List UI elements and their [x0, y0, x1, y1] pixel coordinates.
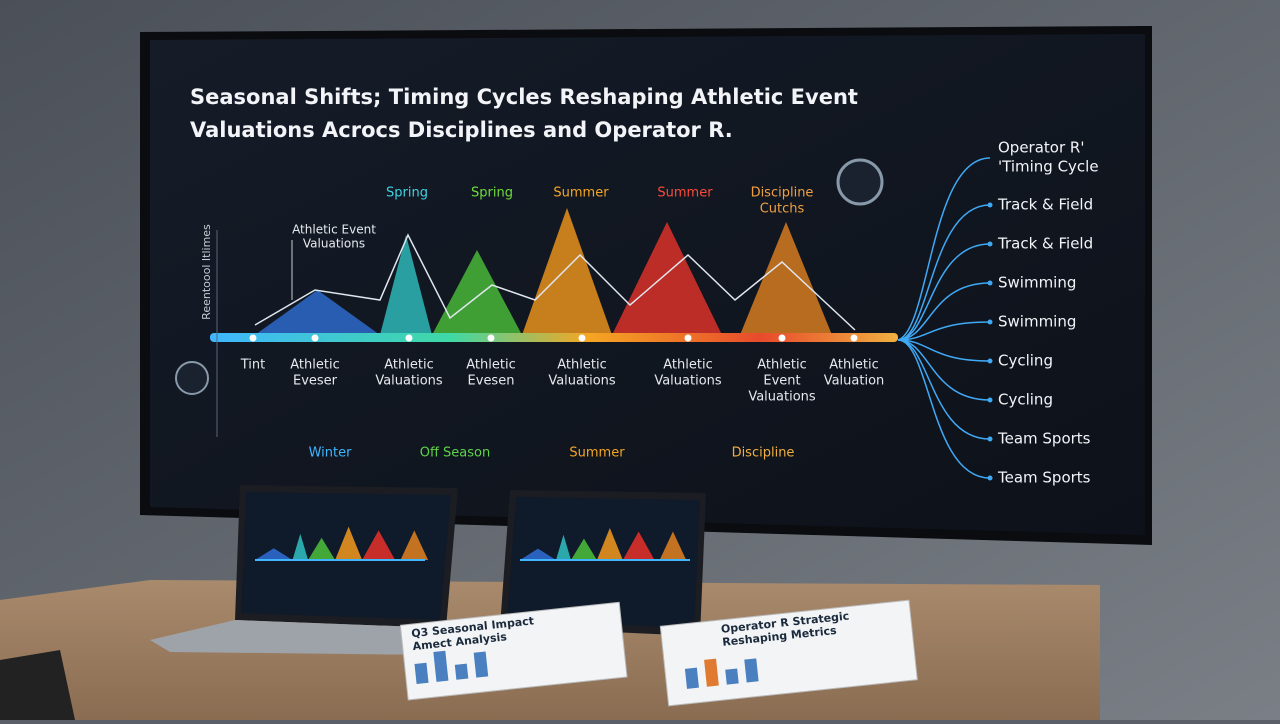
annotation: Athletic Event — [292, 223, 376, 237]
x-label: Athletic — [466, 358, 515, 373]
trend-line — [254, 233, 856, 331]
mini-peak — [570, 538, 597, 560]
x-label: Athletic — [557, 358, 606, 373]
peak-area — [380, 235, 432, 335]
mini-peak — [362, 530, 396, 560]
season-label: Summer — [657, 186, 713, 201]
legend-dot — [987, 202, 993, 208]
timeline-dot — [778, 334, 786, 342]
screen-chart: Seasonal Shifts; Timing Cycles Reshaping… — [175, 85, 1099, 487]
legend-item: Cycling — [998, 352, 1053, 370]
legend-dot — [987, 397, 993, 403]
mini-peak — [659, 531, 687, 560]
timeline-dot — [684, 334, 692, 342]
y-axis-label: Reentoool Itlimes — [200, 224, 213, 320]
season-label: Cutchs — [760, 202, 805, 217]
legend-connector — [897, 339, 991, 479]
stopwatch — [175, 361, 209, 395]
legend-connector — [897, 282, 991, 341]
x-label: Event — [763, 374, 800, 389]
laptop-left-base — [150, 620, 446, 655]
x-label: Valuations — [748, 390, 816, 405]
legend-connector — [897, 339, 991, 440]
legend-item: Swimming — [998, 274, 1076, 292]
legend-item: Swimming — [998, 313, 1076, 331]
mini-peak — [255, 548, 293, 560]
document-1: Q3 Seasonal Impact Amect Analysis — [399, 601, 628, 701]
mini-peak — [400, 530, 429, 560]
legend-item: Track & Field — [997, 196, 1093, 214]
legend-connector — [897, 339, 991, 401]
x-label: Athletic — [829, 358, 878, 373]
legend-title: Operator R' — [998, 139, 1084, 157]
mini-peak — [292, 533, 309, 560]
legend-title: 'Timing Cycle — [998, 158, 1099, 176]
timeline-dot — [578, 334, 586, 342]
x-label: Eveser — [293, 374, 338, 389]
legend-connector — [897, 157, 991, 341]
legend-connector — [897, 243, 991, 341]
legend-connector — [897, 204, 991, 341]
legend-item: Team Sports — [997, 469, 1091, 487]
legend-item: Track & Field — [997, 235, 1093, 253]
x-label: Tint — [240, 358, 266, 373]
timeline-dot — [850, 334, 858, 342]
period-label: Summer — [569, 446, 625, 461]
chair — [0, 650, 75, 720]
timeline-dot — [249, 334, 257, 342]
timeline-dot — [311, 334, 319, 342]
mini-peak — [556, 534, 571, 560]
season-label: Spring — [386, 186, 428, 201]
x-label: Athletic — [757, 358, 806, 373]
stopwatch — [836, 158, 884, 206]
legend-dot — [987, 241, 993, 247]
period-label: Discipline — [732, 446, 795, 461]
x-label: Evesen — [468, 374, 515, 389]
period-label: Off Season — [420, 446, 491, 461]
screen-title: Seasonal Shifts; Timing Cycles Reshaping… — [190, 85, 858, 109]
timeline-dot — [405, 334, 413, 342]
legend-dot — [987, 475, 993, 481]
mini-peak — [308, 537, 336, 560]
legend-connector — [897, 321, 991, 341]
x-label: Athletic — [384, 358, 433, 373]
legend-item: Team Sports — [997, 430, 1091, 448]
mini-peak — [622, 531, 655, 560]
peak-area — [255, 290, 380, 335]
legend-connector — [897, 339, 991, 362]
timeline-bar — [210, 333, 898, 342]
season-label: Spring — [471, 186, 513, 201]
annotation: Valuations — [303, 237, 365, 251]
x-label: Valuations — [375, 374, 443, 389]
legend-item: Cycling — [998, 391, 1053, 409]
legend-dot — [987, 280, 993, 286]
season-label: Discipline — [751, 186, 814, 201]
x-label: Valuation — [824, 374, 885, 389]
peak-area — [740, 222, 832, 335]
mini-charts — [255, 526, 690, 561]
legend-dot — [987, 358, 993, 364]
x-label: Athletic — [663, 358, 712, 373]
period-label: Winter — [309, 446, 353, 461]
x-label: Athletic — [290, 358, 339, 373]
legend-dot — [987, 436, 993, 442]
laptop-right-screen — [507, 497, 700, 628]
mini-peak — [520, 548, 556, 560]
screen-title: Valuations Acrocs Disciplines and Operat… — [190, 118, 733, 142]
timeline-dot — [487, 334, 495, 342]
mini-peak — [335, 526, 363, 560]
peak-area — [522, 208, 612, 335]
peak-area — [612, 222, 722, 335]
x-label: Valuations — [548, 374, 616, 389]
x-label: Valuations — [654, 374, 722, 389]
season-label: Summer — [553, 186, 609, 201]
legend-dot — [987, 319, 993, 325]
document-2: Operator R Strategic Reshaping Metrics — [659, 599, 918, 707]
mini-peak — [596, 527, 623, 560]
